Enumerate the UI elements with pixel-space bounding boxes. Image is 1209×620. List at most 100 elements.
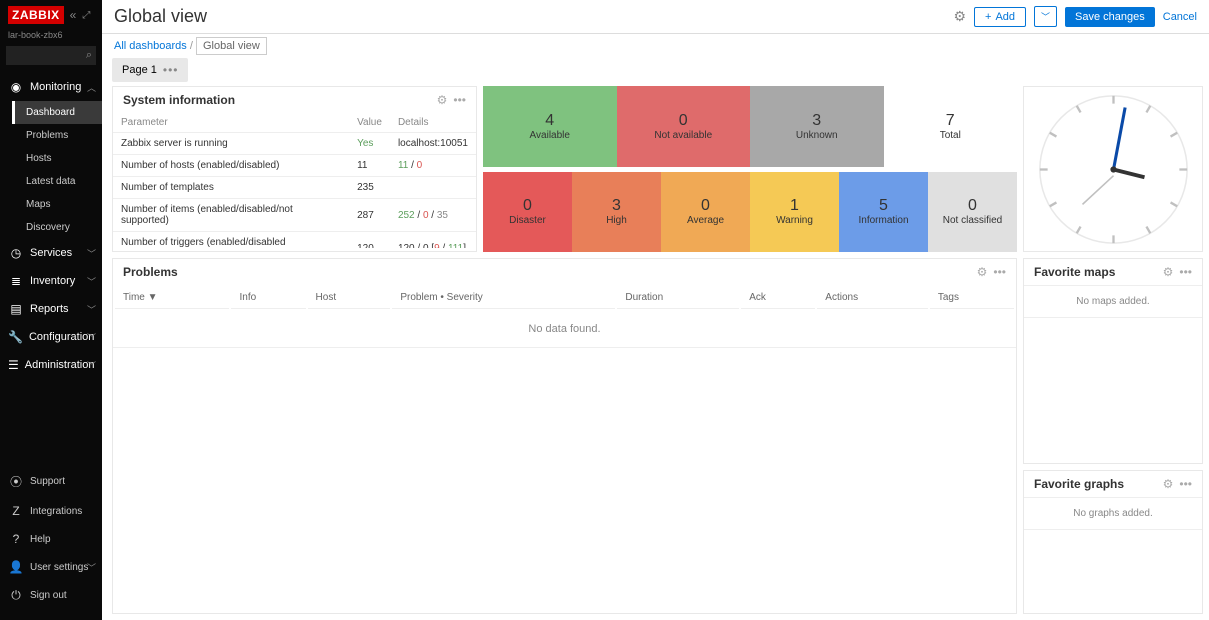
col[interactable]: Ack <box>741 287 815 309</box>
chevron-down-icon: ﹀ <box>87 303 96 316</box>
col-details: Details <box>390 113 476 133</box>
breadcrumb: All dashboards / Global view <box>102 34 1209 58</box>
nav-dashboard[interactable]: Dashboard <box>12 101 102 124</box>
col[interactable]: Info <box>231 287 305 309</box>
menu-icon[interactable]: ••• <box>453 93 466 107</box>
sysinfo-widget: System information ⚙••• Parameter Value … <box>112 86 477 252</box>
nav-maps[interactable]: Maps <box>12 193 102 216</box>
fav-maps-widget: Favorite maps ⚙ ••• No maps added. <box>1023 258 1203 464</box>
chevron-down-icon: ﹀ <box>87 561 96 574</box>
sysinfo-row: Number of triggers (enabled/disabled [pr… <box>113 232 476 249</box>
nav-latest[interactable]: Latest data <box>12 170 102 193</box>
collapse-icon[interactable]: « <box>70 8 77 22</box>
col[interactable]: Tags <box>930 287 1014 309</box>
tab-menu-icon[interactable]: ••• <box>163 63 179 77</box>
sysinfo-row: Number of hosts (enabled/disabled)1111 /… <box>113 155 476 177</box>
no-maps: No maps added. <box>1024 285 1202 318</box>
chevron-down-icon: ﹀ <box>87 247 96 260</box>
cancel-link[interactable]: Cancel <box>1163 11 1197 23</box>
page-tab[interactable]: Page 1 ••• <box>112 58 188 82</box>
nav-label: Inventory <box>30 275 75 287</box>
nav-label: Administration <box>25 359 95 371</box>
chevron-up-icon: ︿ <box>87 81 96 94</box>
breadcrumb-current: Global view <box>196 37 267 55</box>
save-button[interactable]: Save changes <box>1065 7 1155 27</box>
no-graphs: No graphs added. <box>1024 497 1202 530</box>
help-icon: ? <box>8 532 24 546</box>
expand-icon[interactable]: ⤢ <box>82 10 90 21</box>
power-icon: ⏻ <box>8 588 24 603</box>
menu-icon[interactable]: ••• <box>1179 477 1192 491</box>
nav-support[interactable]: ⦿ Support <box>0 466 102 497</box>
chevron-down-icon: ﹀ <box>87 331 96 344</box>
status-cell[interactable]: 1Warning <box>750 172 839 253</box>
widget-title: Favorite maps <box>1034 265 1163 279</box>
nav-problems[interactable]: Problems <box>12 124 102 147</box>
col[interactable]: Time ▼ <box>115 287 229 309</box>
status-cell[interactable]: 4Available <box>483 86 617 167</box>
plus-icon: + <box>985 11 991 23</box>
services-icon: ◷ <box>8 246 24 260</box>
fav-graphs-widget: Favorite graphs ⚙••• No graphs added. <box>1023 470 1203 614</box>
gear-icon[interactable]: ⚙ <box>977 265 988 279</box>
nav-help[interactable]: ?Help <box>0 525 102 553</box>
nav-monitoring[interactable]: ◉ Monitoring ︿ <box>0 73 102 101</box>
status-cell[interactable]: 0Not available <box>617 86 751 167</box>
nav-inventory[interactable]: ≣ Inventory ﹀ <box>0 267 102 295</box>
col[interactable]: Host <box>308 287 391 309</box>
col[interactable]: Duration <box>617 287 739 309</box>
nav-label: User settings <box>30 562 88 573</box>
status-cell[interactable]: 3Unknown <box>750 86 884 167</box>
status-cell[interactable]: 5Information <box>839 172 928 253</box>
breadcrumb-all[interactable]: All dashboards <box>114 40 187 52</box>
nav-label: Support <box>30 476 65 487</box>
col-param: Parameter <box>113 113 349 133</box>
gear-icon[interactable]: ⚙ <box>1163 265 1174 279</box>
bars-icon: ☰ <box>8 358 19 372</box>
chevron-down-icon: ﹀ <box>87 359 96 372</box>
nav-discovery[interactable]: Discovery <box>12 216 102 239</box>
nav-label: Sign out <box>30 590 67 601</box>
inventory-icon: ≣ <box>8 274 24 288</box>
col-value: Value <box>349 113 390 133</box>
gear-icon[interactable]: ⚙ <box>953 8 966 25</box>
nav-administration[interactable]: ☰ Administration﹀ <box>0 351 102 379</box>
search-icon[interactable]: ⌕ <box>86 49 92 62</box>
gear-icon[interactable]: ⚙ <box>1163 477 1174 491</box>
chevron-down-icon: ﹀ <box>87 275 96 288</box>
nav-label: Integrations <box>30 506 82 517</box>
nav-hosts[interactable]: Hosts <box>12 147 102 170</box>
add-button[interactable]: +Add <box>974 7 1026 27</box>
menu-icon[interactable]: ••• <box>993 265 1006 279</box>
status-cell[interactable]: 7Total <box>884 86 1018 167</box>
sysinfo-row: Number of items (enabled/disabled/not su… <box>113 199 476 232</box>
nav-label: Reports <box>30 303 69 315</box>
nav-label: Services <box>30 247 72 259</box>
gear-icon[interactable]: ⚙ <box>437 93 448 107</box>
logo: ZABBIX <box>8 6 64 24</box>
widget-title: System information <box>123 93 437 107</box>
search-input[interactable] <box>6 46 96 65</box>
status-cell[interactable]: 0Disaster <box>483 172 572 253</box>
col[interactable]: Actions <box>817 287 928 309</box>
col[interactable]: Problem • Severity <box>392 287 615 309</box>
sysinfo-row: Number of templates235 <box>113 177 476 199</box>
page-title: Global view <box>114 6 953 27</box>
wrench-icon: 🔧 <box>8 330 23 344</box>
nav-reports[interactable]: ▤ Reports ﹀ <box>0 295 102 323</box>
status-cell[interactable]: 0Average <box>661 172 750 253</box>
nav-user-settings[interactable]: 👤 User settings﹀ <box>0 553 102 581</box>
user-icon: 👤 <box>8 560 24 574</box>
menu-icon[interactable]: ••• <box>1179 265 1192 279</box>
add-dropdown[interactable]: ﹀ <box>1034 6 1057 27</box>
problems-widget: Problems ⚙••• Time ▼InfoHostProblem • Se… <box>112 258 1017 614</box>
reports-icon: ▤ <box>8 302 24 316</box>
nav-sign-out[interactable]: ⏻ Sign out <box>0 581 102 610</box>
status-cell[interactable]: 3High <box>572 172 661 253</box>
status-cell[interactable]: 0Not classified <box>928 172 1017 253</box>
support-icon: ⦿ <box>8 473 24 490</box>
nav-services[interactable]: ◷ Services ﹀ <box>0 239 102 267</box>
nav-integrations[interactable]: ZIntegrations <box>0 497 102 525</box>
hostname: lar-book-zbx6 <box>0 30 102 44</box>
nav-configuration[interactable]: 🔧Configuration﹀ <box>0 323 102 351</box>
